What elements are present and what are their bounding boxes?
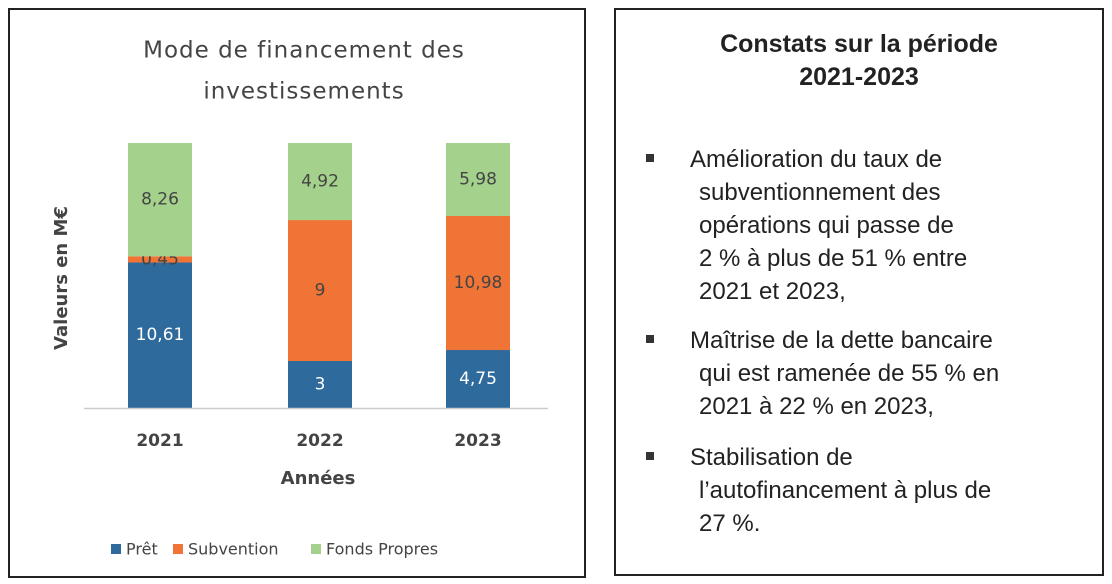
bullet-text: subventionnement des <box>699 179 941 206</box>
panel-title: 2021-2023 <box>799 63 919 91</box>
x-tick-label: 2023 <box>454 431 501 451</box>
bar-segment <box>128 256 192 263</box>
bullet-item: Amélioration du taux de subventionnement … <box>646 143 1096 308</box>
bar-segment <box>446 215 510 351</box>
bullet-text: 2021 à 22 % en 2023, <box>699 393 934 420</box>
bullet-text: Maîtrise de la dette bancaire <box>690 327 993 354</box>
bar-segment <box>446 143 510 216</box>
y-axis-label: Valeurs en M€ <box>51 206 72 350</box>
chart-title: investissements <box>203 79 404 105</box>
legend-swatch <box>311 544 321 554</box>
data-label: 5,98 <box>459 169 497 189</box>
bullet-text: qui est ramenée de 55 % en <box>699 360 1000 387</box>
bullet-text: 2 % à plus de 51 % entre <box>699 245 968 272</box>
bullet-text: 27 %. <box>699 510 761 537</box>
legend-label: Prêt <box>126 540 158 559</box>
bullet-text: l’autofinancement à plus de <box>699 477 992 504</box>
bullet <box>646 335 654 343</box>
bar-segment <box>288 143 352 221</box>
bar-segment <box>288 220 352 362</box>
x-axis-label: Années <box>281 468 356 489</box>
bar-segment <box>446 350 510 408</box>
panel-title: Constats sur la période <box>720 30 998 58</box>
chart-title: Mode de financement des <box>143 38 465 64</box>
data-label: 9 <box>315 281 326 301</box>
legend-label: Fonds Propres <box>326 540 438 559</box>
legend-swatch <box>173 544 183 554</box>
data-label: 3 <box>315 375 326 395</box>
data-label: 4,92 <box>301 172 339 192</box>
data-label: 4,75 <box>459 369 497 389</box>
data-label: 8,26 <box>141 190 179 210</box>
legend-label: Subvention <box>188 540 279 559</box>
bar-segment <box>128 143 192 257</box>
bullet-text: opérations qui passe de <box>699 212 954 239</box>
x-tick-label: 2022 <box>296 431 343 451</box>
findings-panel: Constats sur la période 2021-2023 Améliora… <box>614 8 1104 576</box>
x-tick-label: 2021 <box>136 431 183 451</box>
bullet-text: Stabilisation de <box>690 444 853 471</box>
chart: Mode de financement des investissements … <box>8 8 586 578</box>
data-label: 10,98 <box>454 273 503 293</box>
bullet-text: 2021 et 2023, <box>699 278 846 305</box>
bar-segment <box>128 262 192 408</box>
bullet-item: Maîtrise de la dette bancaire qui est ram… <box>646 324 1096 423</box>
data-label: 10,61 <box>136 325 185 345</box>
bar-segment <box>288 361 352 408</box>
bullet-item: Stabilisation de l’autofinancement à plus… <box>646 441 1096 540</box>
bullet-text: Amélioration du taux de <box>690 146 943 173</box>
bullet <box>646 154 654 162</box>
bullet <box>646 452 654 460</box>
legend-swatch <box>111 544 121 554</box>
